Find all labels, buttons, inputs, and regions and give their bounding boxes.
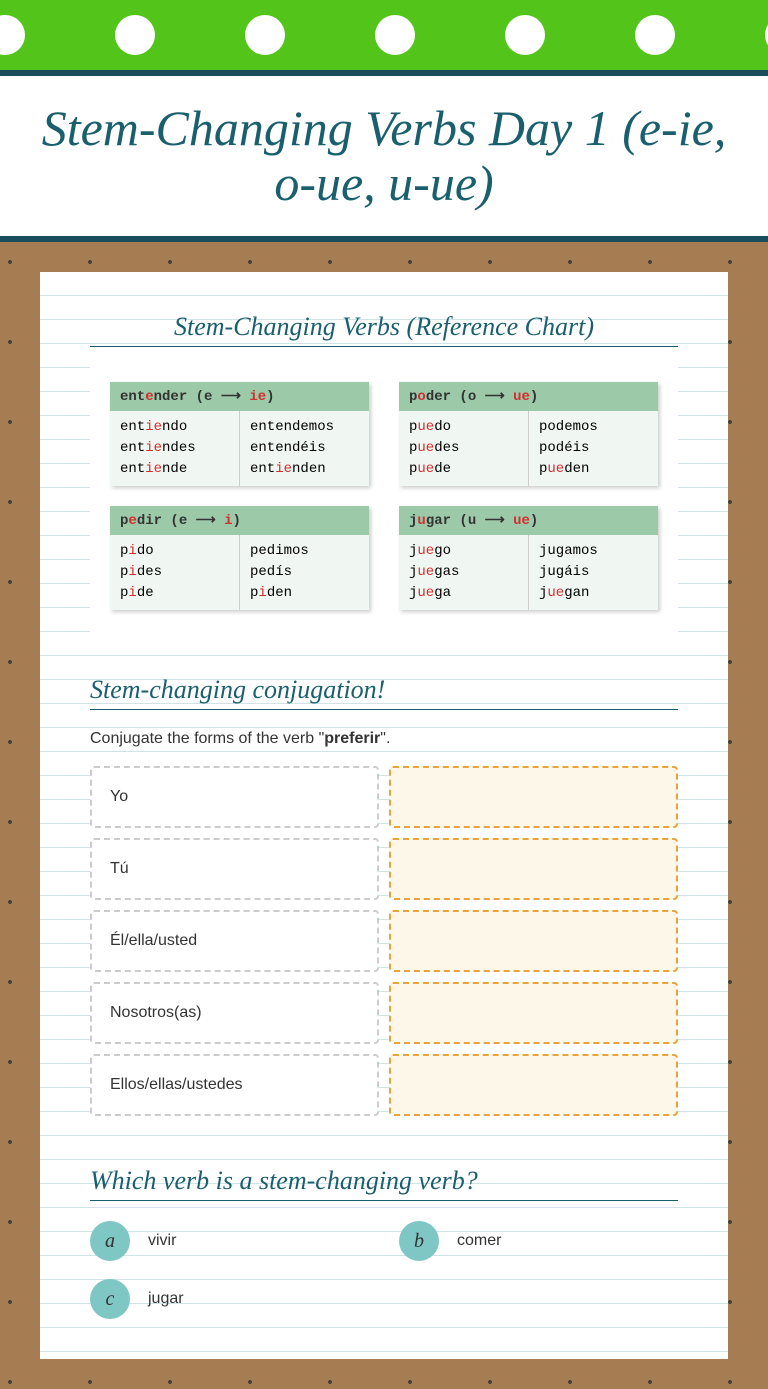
mc-text: jugar [148,1290,184,1308]
conj-row-tu: Tú [90,838,678,900]
mc-text: vivir [148,1232,176,1250]
conj-row-el: Él/ella/usted [90,910,678,972]
verb-box-entender: entender (e ⟶ ie) entiendoentiendesentie… [110,382,369,486]
verb-box-jugar: jugar (u ⟶ ue) juegojuegasjuega jugamosj… [399,506,658,610]
reference-chart: entender (e ⟶ ie) entiendoentiendesentie… [90,367,678,635]
conj-input-tu[interactable] [389,838,678,900]
conj-input-yo[interactable] [389,766,678,828]
mc-letter: b [399,1221,439,1261]
conj-row-nosotros: Nosotros(as) [90,982,678,1044]
paper-content: Stem-Changing Verbs (Reference Chart) en… [40,272,728,1359]
conj-row-ellos: Ellos/ellas/ustedes [90,1054,678,1116]
conjugation-instruction: Conjugate the forms of the verb "preferi… [90,730,678,748]
conjugation-table: Yo Tú Él/ella/usted Nosotros(as) Ellos/e… [90,766,678,1116]
conj-label: Nosotros(as) [90,982,379,1044]
page-title: Stem-Changing Verbs Day 1 (e-ie, o-ue, u… [15,101,753,211]
conj-label: Él/ella/usted [90,910,379,972]
verb-box-pedir: pedir (e ⟶ i) pidopidespide pedimospedís… [110,506,369,610]
reference-heading: Stem-Changing Verbs (Reference Chart) [90,312,678,347]
conj-input-el[interactable] [389,910,678,972]
mc-option-b[interactable]: b comer [399,1221,678,1261]
conj-input-nosotros[interactable] [389,982,678,1044]
mc-heading: Which verb is a stem-changing verb? [90,1166,678,1201]
content-background: Stem-Changing Verbs (Reference Chart) en… [0,242,768,1389]
mc-letter: a [90,1221,130,1261]
verb-box-poder: poder (o ⟶ ue) puedopuedespuede podemosp… [399,382,658,486]
mc-letter: c [90,1279,130,1319]
conj-input-ellos[interactable] [389,1054,678,1116]
mc-options: a vivir b comer c jugar [90,1221,678,1319]
mc-option-c[interactable]: c jugar [90,1279,369,1319]
mc-option-a[interactable]: a vivir [90,1221,369,1261]
mc-text: comer [457,1232,501,1250]
conj-label: Ellos/ellas/ustedes [90,1054,379,1116]
conj-row-yo: Yo [90,766,678,828]
header-decoration [0,0,768,70]
title-section: Stem-Changing Verbs Day 1 (e-ie, o-ue, u… [0,76,768,236]
conjugation-heading: Stem-changing conjugation! [90,675,678,710]
conj-label: Yo [90,766,379,828]
conj-label: Tú [90,838,379,900]
